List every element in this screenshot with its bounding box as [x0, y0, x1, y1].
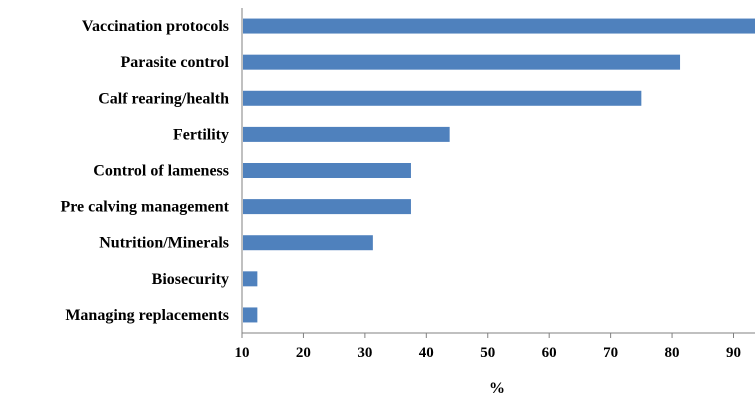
- category-label: Nutrition/Minerals: [99, 235, 229, 252]
- bar: [243, 235, 373, 251]
- x-tick-label: 40: [419, 345, 434, 361]
- bar: [243, 18, 755, 34]
- category-label: Control of lameness: [93, 163, 229, 180]
- category-label: Calf rearing/health: [98, 90, 229, 107]
- bars-group: [243, 18, 755, 323]
- category-labels: Vaccination protocols Parasite control Cal…: [60, 18, 229, 324]
- bar: [243, 90, 642, 106]
- category-label: Pre calving management: [60, 199, 229, 216]
- category-label: Biosecurity: [152, 271, 229, 288]
- x-tick-label: 50: [480, 345, 495, 361]
- x-ticks: [241, 333, 734, 338]
- bar: [243, 199, 411, 215]
- x-tick-label: 30: [357, 345, 372, 361]
- bar: [243, 54, 681, 70]
- x-tick-label: 10: [235, 345, 250, 361]
- bar: [243, 163, 411, 178]
- bar: [243, 126, 450, 142]
- bar: [243, 307, 258, 323]
- x-tick-label: 80: [665, 345, 680, 361]
- x-tick-label: 90: [726, 345, 741, 361]
- category-label: Managing replacements: [65, 307, 229, 324]
- x-tick-label: 20: [296, 345, 311, 361]
- x-tick-labels: 10 20 30 40 50 60 70 80 90: [235, 345, 741, 361]
- x-tick-label: 70: [603, 345, 618, 361]
- category-label: Fertility: [173, 126, 229, 143]
- category-label: Parasite control: [120, 54, 229, 71]
- category-label: Vaccination protocols: [82, 18, 229, 35]
- x-axis-title: %: [489, 380, 505, 397]
- bar: [243, 271, 258, 287]
- x-tick-label: 60: [542, 345, 557, 361]
